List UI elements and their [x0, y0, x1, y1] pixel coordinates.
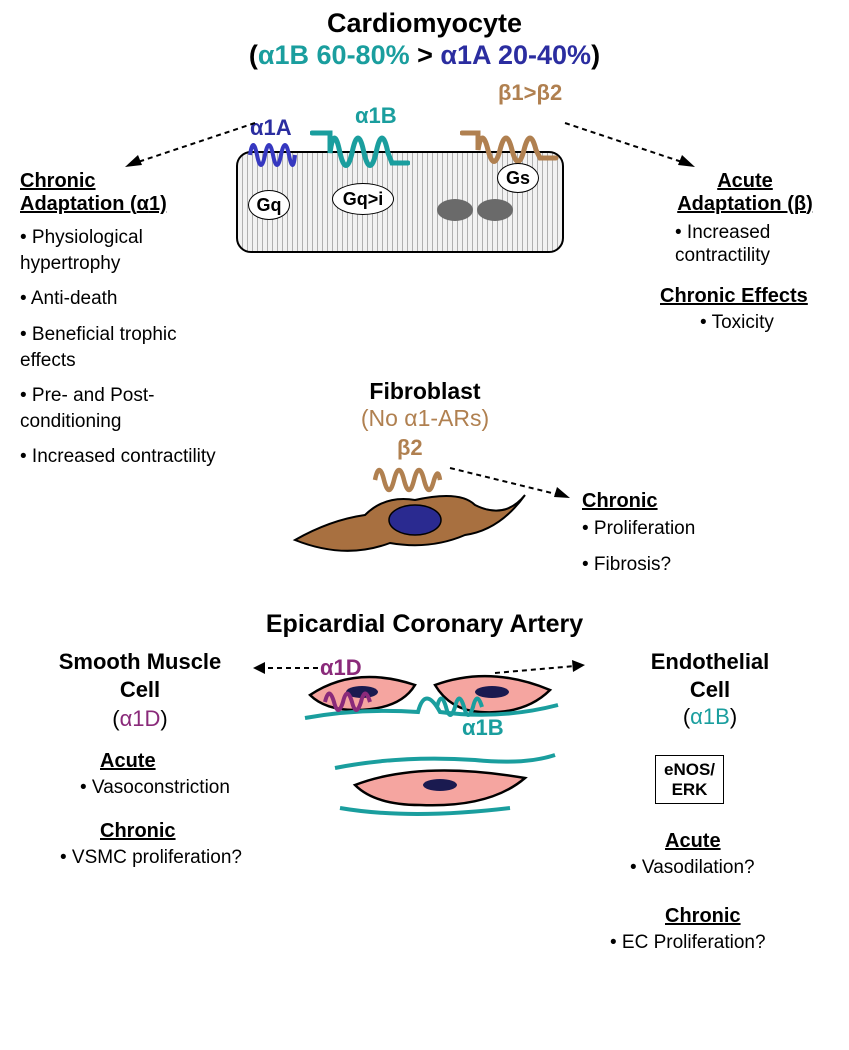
- gs-label: Gs: [497, 163, 539, 193]
- gqi-label: Gq>i: [332, 183, 394, 215]
- acute-adaptation-heading: Acute Adaptation (β): [660, 170, 830, 216]
- fibroblast-chronic-heading: Chronic: [582, 490, 658, 513]
- enos-box: eNOS/ERK: [655, 755, 724, 804]
- a1b-artery-label: α1B: [462, 715, 504, 741]
- acute-adaptation-list: • Increased contractility: [675, 222, 845, 278]
- chronic-effects-heading: Chronic Effects: [660, 285, 808, 308]
- arrow-ec: [490, 658, 590, 680]
- arrow-smc: [248, 658, 323, 678]
- arrow-fibroblast: [445, 460, 575, 505]
- title-ratio: (α1B 60-80% > α1A 20-40%): [0, 40, 849, 71]
- artery-title: Epicardial Coronary Artery: [0, 610, 849, 639]
- chronic-adaptation-heading: Chronic Adaptation (α1): [20, 170, 167, 216]
- smc-sub-overlay: (α1D): [30, 706, 250, 732]
- fibroblast-sub: (No α1-ARs): [310, 405, 540, 432]
- chronic-effects-list: • Toxicity: [700, 310, 774, 346]
- ec-acute-item: • Vasodilation?: [630, 855, 755, 891]
- smc-chronic-heading: Chronic: [100, 820, 176, 843]
- b2-receptor-icon: [370, 455, 445, 503]
- a1b-label: α1B: [355, 103, 397, 129]
- ec-chronic-heading: Chronic: [665, 905, 741, 928]
- beta-label: β1>β2: [498, 80, 562, 106]
- fibroblast-chronic-list: • Proliferation • Fibrosis?: [582, 516, 695, 587]
- smc-acute-heading: Acute: [100, 750, 156, 773]
- fibroblast-title: Fibroblast: [310, 378, 540, 405]
- b2-label: β2: [397, 435, 423, 461]
- arrow-left: [120, 115, 260, 175]
- ec-acute-heading: Acute: [665, 830, 721, 853]
- smc-chronic-item: • VSMC proliferation?: [60, 845, 242, 881]
- gq-label: Gq: [248, 190, 290, 220]
- smc-acute-item: • Vasoconstriction: [80, 775, 230, 811]
- ec-chronic-item: • EC Proliferation?: [610, 930, 766, 966]
- chronic-adaptation-list: • Physiological hypertrophy • Anti-death…: [20, 225, 220, 480]
- title-cardiomyocyte: Cardiomyocyte: [0, 8, 849, 39]
- a1d-receptor-icon: [320, 680, 375, 720]
- arrow-right: [560, 115, 700, 175]
- a1d-label: α1D: [320, 655, 362, 681]
- ec-title: Endothelial Cell (α1B): [600, 648, 820, 731]
